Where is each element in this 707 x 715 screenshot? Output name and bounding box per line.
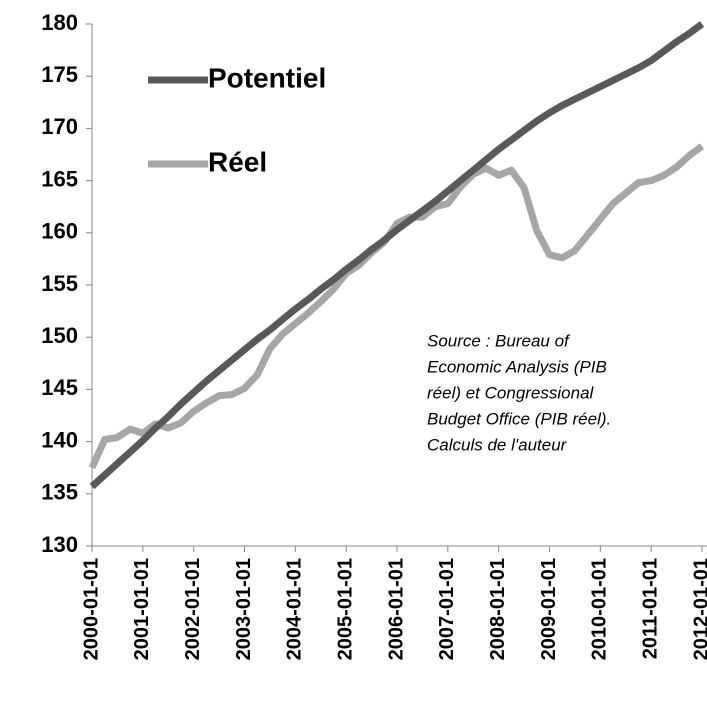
annotation: réel) et Congressional [427,383,595,402]
y-tick-label: 130 [41,532,78,557]
annotation: Source : Bureau of [427,331,571,350]
y-tick-label: 135 [41,480,78,505]
x-tick-label: 2010-01-01 [589,558,611,660]
y-tick-label: 155 [41,271,78,296]
y-tick-label: 160 [41,219,78,244]
line-series [88,143,705,470]
y-tick-label: 150 [41,323,78,348]
x-tick-label: 2006-01-01 [385,558,407,660]
y-tick-label: 165 [41,166,78,191]
y-tick-label: 140 [41,427,78,452]
legend-label: Potentiel [208,62,326,93]
x-tick-label: 2011-01-01 [639,558,661,659]
x-tick-label: 2009-01-01 [538,558,560,660]
x-tick-label: 2008-01-01 [487,558,509,660]
x-tick-label: 2007-01-01 [436,558,458,660]
x-tick-label: 2002-01-01 [182,558,204,660]
y-tick-label: 175 [41,62,78,87]
x-tick-label: 2001-01-01 [131,558,153,660]
legend-label: Réel [208,146,267,177]
line-series [89,21,705,490]
y-tick-label: 145 [41,375,78,400]
x-tick-label: 2000-01-01 [80,558,102,660]
x-tick-label: 2004-01-01 [284,558,306,660]
x-tick-label: 2005-01-01 [334,558,356,660]
annotation: Budget Office (PIB réel). [427,409,611,428]
annotation: Economic Analysis (PIB [427,357,607,376]
x-tick-label: 2003-01-01 [233,558,255,660]
y-tick-label: 180 [41,10,78,35]
x-tick-label: 2012-01-01 [690,558,707,660]
y-tick-label: 170 [41,114,78,139]
annotation: Calculs de l'auteur [427,435,568,454]
